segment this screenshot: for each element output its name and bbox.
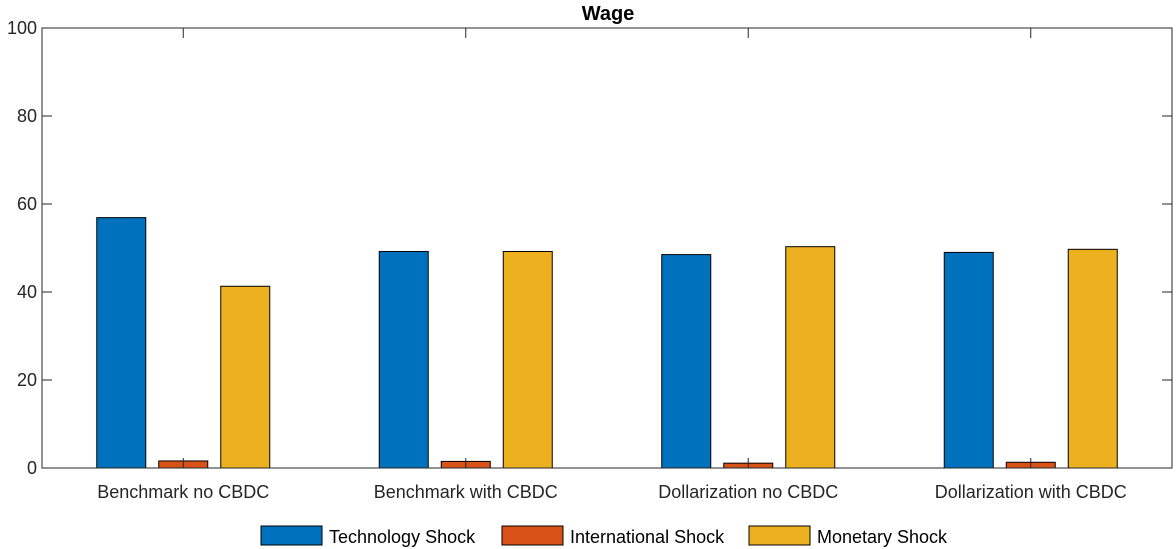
bar-monetary-shock-2 [502, 251, 553, 469]
y-tick-label: 60 [17, 194, 37, 214]
y-tick-label: 20 [17, 370, 37, 390]
legend-label-monetary-shock: Monetary Shock [817, 527, 948, 547]
legend-label-international-shock: International Shock [570, 527, 725, 547]
legend-label-technology-shock: Technology Shock [329, 527, 476, 547]
chart-title: Wage [582, 3, 635, 25]
legend-swatch-monetary-shock [748, 525, 811, 546]
bar-monetary-shock-3 [785, 246, 836, 469]
bar-technology-shock-1 [96, 217, 147, 469]
bar-technology-shock-4 [943, 251, 994, 469]
bars-layer [96, 217, 1118, 469]
legend-background [250, 518, 966, 549]
x-tick-label: Dollarization with CBDC [935, 482, 1127, 502]
y-tick-label: 100 [7, 18, 37, 38]
y-tick-label: 80 [17, 106, 37, 126]
x-tick-label: Benchmark no CBDC [97, 482, 269, 502]
x-tick-label: Benchmark with CBDC [374, 482, 558, 502]
axes-layer: 0 20 40 60 80 100 Benchmark no CBDC Benchmark w… [7, 18, 1172, 502]
y-tick-label: 0 [27, 458, 37, 478]
bar-technology-shock-3 [661, 254, 712, 469]
legend-swatch-international-shock [501, 525, 564, 546]
plot-frame [41, 27, 1173, 469]
x-tick-label: Dollarization no CBDC [658, 482, 838, 502]
bar-monetary-shock-1 [220, 285, 271, 469]
y-tick-label: 40 [17, 282, 37, 302]
legend: Technology Shock International Shock Monet… [250, 518, 966, 549]
legend-swatch-technology-shock [260, 525, 323, 546]
bar-technology-shock-2 [378, 251, 429, 469]
bar-monetary-shock-4 [1067, 248, 1118, 469]
